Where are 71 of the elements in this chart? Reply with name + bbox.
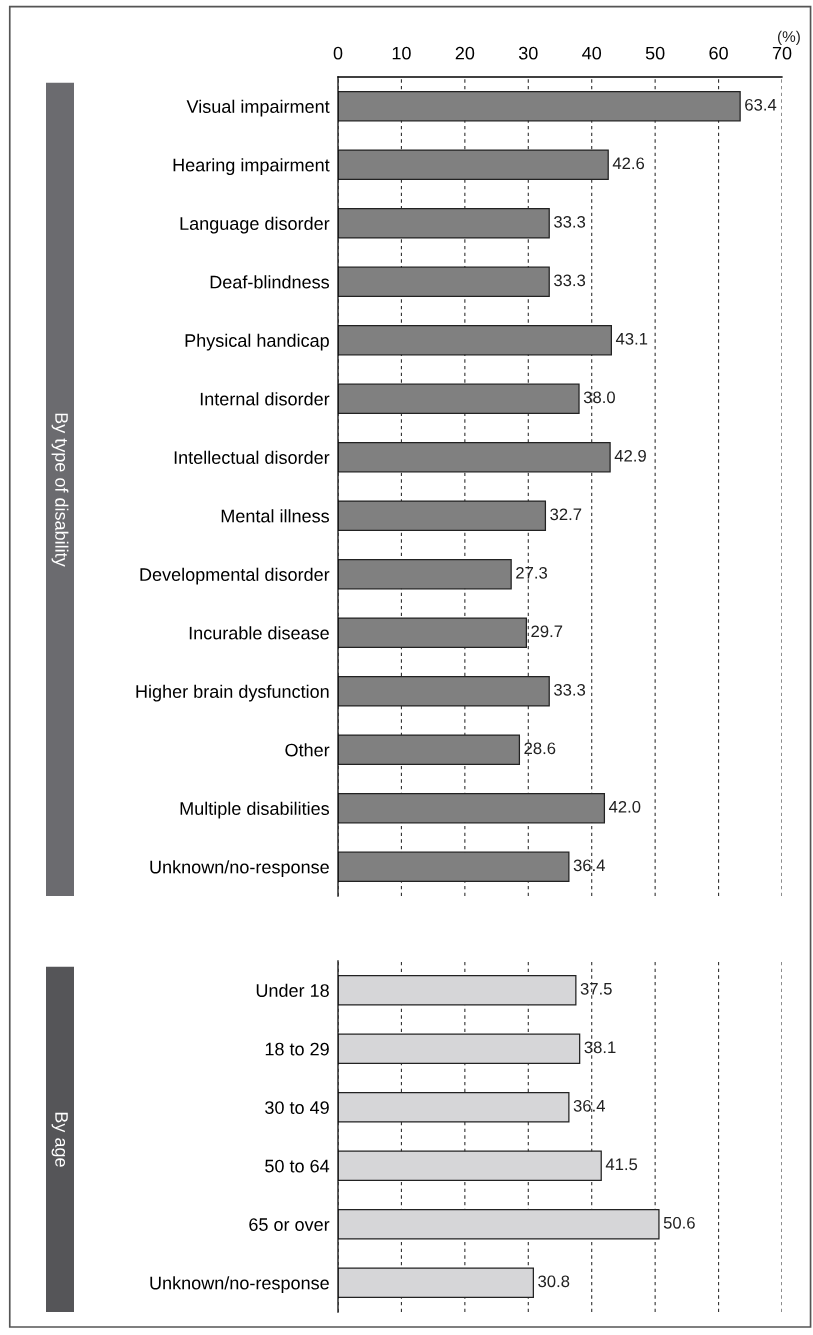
bar <box>338 324 613 356</box>
data-label: 33.3 <box>554 215 586 228</box>
y-tick-label: Mental illness <box>221 509 330 523</box>
bar <box>338 441 611 473</box>
data-label: 63.4 <box>745 98 777 111</box>
y-tick-label: Unknown/no-response <box>150 860 329 878</box>
bar <box>338 149 609 180</box>
bar <box>338 1091 570 1123</box>
bar <box>338 90 741 122</box>
bar <box>338 207 550 239</box>
bar <box>338 617 528 648</box>
y-tick-label: 50 to 64 <box>265 1159 330 1173</box>
bar <box>338 1208 660 1240</box>
bar <box>338 851 570 882</box>
bar <box>338 675 550 707</box>
data-label: 32.7 <box>550 508 582 521</box>
x-tick-label: 30 <box>518 46 538 60</box>
data-label: 37.5 <box>580 982 612 995</box>
data-label: 50.6 <box>663 1216 695 1229</box>
x-tick-label: 0 <box>333 46 343 60</box>
y-axis-title: By type of disability <box>51 413 69 567</box>
bar <box>338 1033 581 1064</box>
y-tick-label: Under 18 <box>256 983 329 997</box>
data-label: 28.6 <box>524 742 556 755</box>
y-tick-label: Multiple disabilities <box>180 801 330 819</box>
bar <box>338 1267 534 1298</box>
y-tick-label: 65 or over <box>249 1218 330 1231</box>
y-tick-label: 30 to 49 <box>265 1101 329 1114</box>
y-tick-label: Visual impairment <box>186 99 330 117</box>
bar <box>338 1150 602 1181</box>
y-tick-label: 18 to 29 <box>265 1042 329 1056</box>
y-tick-label: Developmental disorder <box>140 567 330 585</box>
y-tick-label: Deaf-blindness <box>210 275 330 289</box>
data-label: 42.0 <box>608 800 641 813</box>
bar <box>338 558 512 590</box>
bar <box>338 734 521 765</box>
data-label: 42.6 <box>612 157 645 170</box>
bar <box>338 792 606 824</box>
bar <box>338 266 550 297</box>
data-label: 41.5 <box>605 1158 638 1171</box>
data-label: 38.1 <box>584 1041 616 1054</box>
data-label: 30.8 <box>538 1275 570 1288</box>
y-tick-label: Language disorder <box>180 216 330 234</box>
data-label: 36.4 <box>573 859 605 872</box>
bar <box>338 500 547 531</box>
data-label: 33.3 <box>554 274 586 287</box>
y-tick-label: Internal disorder <box>200 392 330 406</box>
data-label: 36.4 <box>573 1099 605 1112</box>
text: (%) <box>777 30 800 45</box>
x-tick-label: 40 <box>582 46 602 60</box>
y-axis-title: By age <box>51 1112 68 1167</box>
data-label: 43.1 <box>615 332 648 345</box>
y-tick-label: Other <box>285 743 330 757</box>
y-tick-label: Incurable disease <box>189 626 329 640</box>
data-label: 29.7 <box>531 625 563 638</box>
x-tick-label: 10 <box>392 46 411 60</box>
bar <box>338 383 580 414</box>
x-tick-label: 60 <box>709 46 728 60</box>
data-label: 42.9 <box>614 449 646 462</box>
y-tick-label: Higher brain dysfunction <box>136 684 329 702</box>
data-label: 38.0 <box>583 391 615 404</box>
y-tick-label: Intellectual disorder <box>174 450 330 464</box>
bar <box>338 974 577 1006</box>
y-tick-label: Physical handicap <box>185 333 329 351</box>
data-label: 27.3 <box>516 566 548 579</box>
data-label: 33.3 <box>554 683 586 696</box>
x-tick-label: 70 <box>772 46 792 60</box>
x-tick-label: 50 <box>645 46 665 60</box>
y-tick-label: Hearing impairment <box>173 158 330 176</box>
x-tick-label: 20 <box>455 46 475 60</box>
y-tick-label: Unknown/no-response <box>150 1276 329 1294</box>
